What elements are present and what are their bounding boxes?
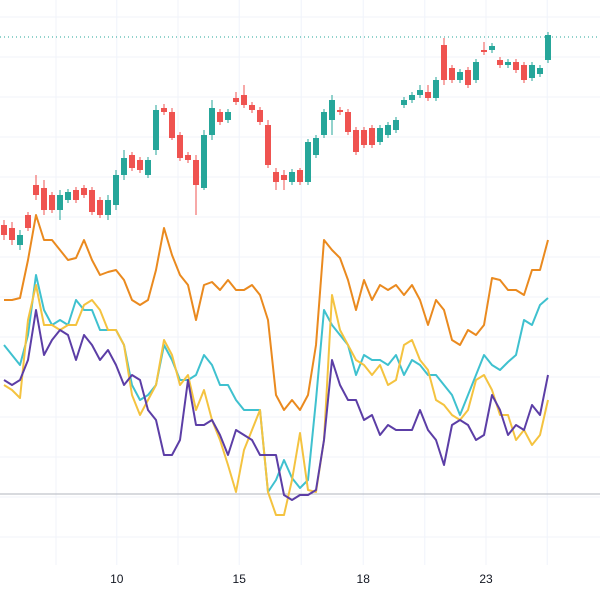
candle-body bbox=[17, 235, 23, 245]
candle-body bbox=[313, 138, 319, 155]
candle-body bbox=[489, 46, 495, 50]
candle-body bbox=[497, 60, 503, 65]
candle-body bbox=[185, 155, 191, 160]
candle-body bbox=[193, 160, 199, 185]
candle-body bbox=[161, 108, 167, 112]
candle-body bbox=[129, 155, 135, 168]
candle-body bbox=[137, 160, 143, 170]
candle-body bbox=[25, 215, 31, 228]
candle-body bbox=[545, 35, 551, 60]
candle-body bbox=[281, 175, 287, 180]
candle-body bbox=[353, 130, 359, 152]
indicator-line bbox=[3, 274, 549, 493]
x-tick-label: 23 bbox=[479, 572, 493, 586]
candle-body bbox=[41, 188, 47, 210]
indicator-line bbox=[3, 284, 549, 516]
indicator-line bbox=[3, 309, 549, 501]
candle-body bbox=[217, 112, 223, 122]
candle-body bbox=[177, 135, 183, 158]
candle-body bbox=[89, 190, 95, 212]
candle-body bbox=[81, 188, 87, 195]
x-tick-label: 18 bbox=[357, 572, 371, 586]
candle-body bbox=[145, 160, 151, 175]
candle-body bbox=[105, 200, 111, 215]
candle-body bbox=[481, 50, 487, 52]
candle-body bbox=[305, 142, 311, 182]
candle-body bbox=[153, 110, 159, 150]
candle-body bbox=[521, 65, 527, 80]
candle-body bbox=[417, 90, 423, 95]
candle-body bbox=[337, 110, 343, 112]
candle-body bbox=[297, 170, 303, 182]
candle-body bbox=[321, 112, 327, 135]
candle-body bbox=[505, 62, 511, 65]
candle-body bbox=[441, 45, 447, 80]
candle-body bbox=[385, 125, 391, 135]
candle-body bbox=[401, 100, 407, 105]
candle-body bbox=[273, 172, 279, 182]
candle-body bbox=[57, 195, 63, 210]
candle-body bbox=[225, 112, 231, 120]
x-tick-label: 10 bbox=[110, 572, 124, 586]
candle-body bbox=[433, 80, 439, 98]
candle-body bbox=[9, 228, 15, 240]
candle-body bbox=[249, 105, 255, 110]
candle-body bbox=[65, 192, 71, 200]
candle-body bbox=[465, 70, 471, 85]
candle-body bbox=[241, 95, 247, 105]
candle-body bbox=[113, 175, 119, 205]
candle-body bbox=[361, 130, 367, 145]
candle-body bbox=[73, 190, 79, 200]
candle-body bbox=[513, 62, 519, 70]
candle-body bbox=[529, 65, 535, 78]
candle-body bbox=[121, 158, 127, 175]
candle-body bbox=[257, 110, 263, 122]
candle-body bbox=[49, 195, 55, 210]
candle-body bbox=[409, 95, 415, 100]
candle-body bbox=[33, 185, 39, 195]
candle-body bbox=[369, 128, 375, 145]
candle-body bbox=[1, 225, 7, 235]
candle-body bbox=[209, 108, 215, 135]
candle-body bbox=[169, 112, 175, 138]
candle-body bbox=[201, 135, 207, 188]
candle-body bbox=[289, 172, 295, 182]
candle-body bbox=[345, 112, 351, 132]
candle-body bbox=[329, 100, 335, 120]
candle-body bbox=[97, 200, 103, 215]
x-tick-label: 15 bbox=[233, 572, 247, 586]
candle-body bbox=[537, 68, 543, 74]
candle-body bbox=[449, 68, 455, 80]
candle-body bbox=[233, 98, 239, 102]
candle-body bbox=[265, 125, 271, 165]
candle-body bbox=[377, 128, 383, 142]
candle-body bbox=[425, 92, 431, 98]
indicator-line bbox=[4, 214, 549, 411]
candle-body bbox=[393, 120, 399, 130]
candle-body bbox=[457, 72, 463, 80]
candle-body bbox=[473, 62, 479, 80]
